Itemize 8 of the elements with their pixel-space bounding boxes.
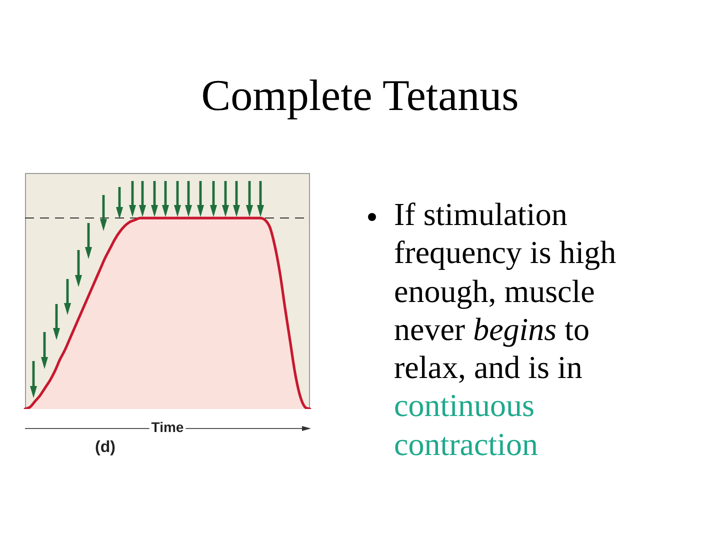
text: begins: [473, 310, 557, 347]
text: relax, and is in: [394, 349, 582, 386]
text: continuous contraction: [394, 387, 538, 462]
text: to: [564, 310, 590, 347]
chart-title: Complete Tetanus: [200, 70, 520, 121]
text: (d): [95, 439, 116, 457]
text: never: [394, 310, 466, 347]
x-axis-title: Time: [151, 418, 184, 435]
